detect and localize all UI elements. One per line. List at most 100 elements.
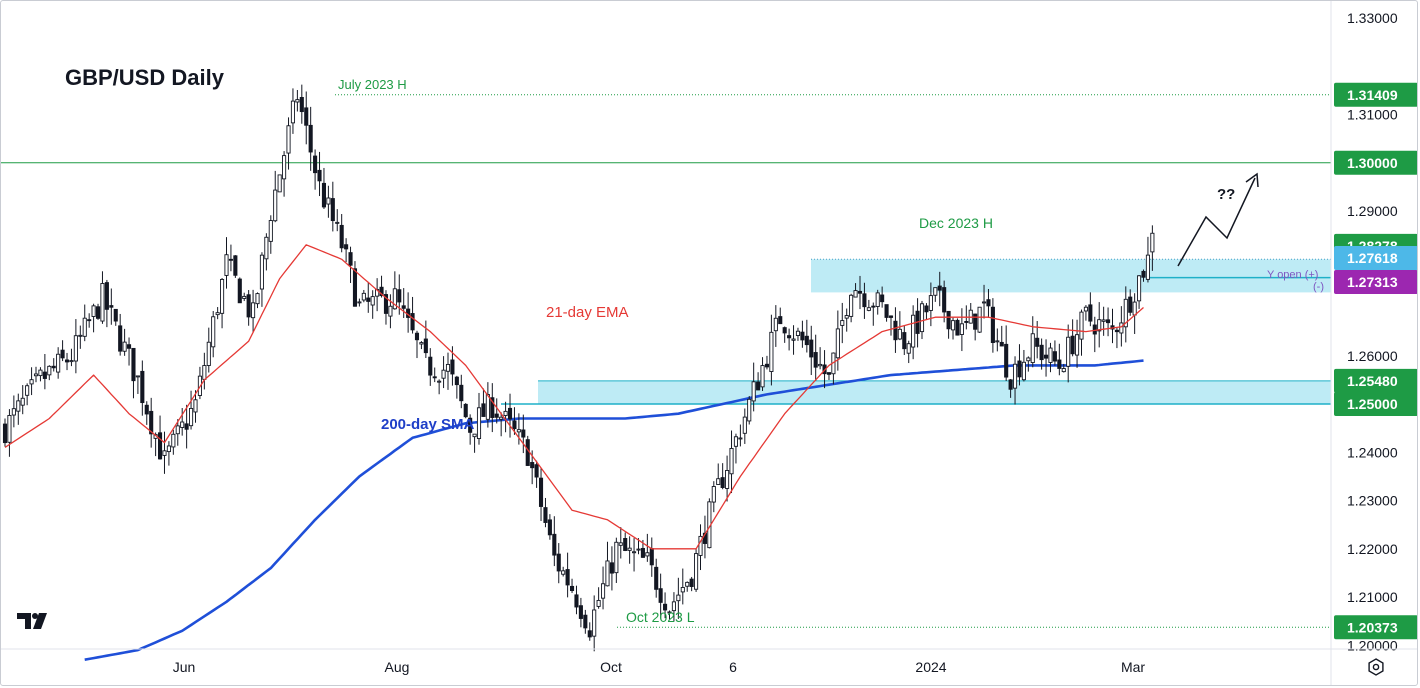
svg-text:1.25480: 1.25480: [1347, 373, 1398, 389]
horizontal-levels: [1, 94, 1331, 628]
candle: [476, 392, 482, 445]
candle: [538, 467, 544, 521]
candle: [689, 576, 694, 592]
candle: [587, 622, 592, 641]
candle: [778, 307, 783, 325]
candle: [663, 592, 668, 619]
projection-path: [1177, 177, 1256, 267]
time-tick-label: 6: [729, 659, 737, 675]
price-badge: 1.25480: [1334, 368, 1417, 393]
price-tick-label: 1.20000: [1347, 637, 1398, 653]
price-badge: 1.25000: [1334, 392, 1417, 416]
candle: [383, 290, 389, 325]
candle: [197, 366, 202, 400]
candle: [614, 537, 619, 583]
price-tick-label: 1.26000: [1347, 348, 1398, 364]
candle: [171, 429, 176, 455]
candle: [503, 401, 508, 433]
candle: [366, 282, 371, 313]
candle: [756, 372, 761, 391]
candle: [313, 149, 318, 190]
candle: [344, 238, 349, 263]
candle: [973, 313, 978, 341]
candle: [326, 185, 331, 218]
candle: [352, 261, 358, 307]
ema-21-line: [4, 244, 1144, 550]
candle: [760, 357, 765, 391]
candle: [246, 290, 251, 326]
label-sma-200: 200-day SMA: [381, 416, 475, 433]
time-tick-label: Oct: [600, 659, 622, 675]
candle: [1021, 349, 1026, 382]
candle: [29, 367, 34, 396]
candle: [144, 401, 149, 425]
candle: [224, 237, 229, 289]
candle: [835, 310, 840, 371]
candle: [574, 585, 579, 615]
candle: [286, 117, 291, 170]
candle: [764, 355, 770, 370]
candle: [990, 298, 995, 353]
candle: [911, 305, 916, 360]
candle: [357, 298, 362, 307]
candle: [388, 294, 393, 329]
candle: [884, 304, 889, 322]
settings-gear-icon[interactable]: [1368, 658, 1384, 676]
candle: [410, 296, 415, 334]
candle: [1079, 309, 1084, 356]
candle: [950, 317, 956, 340]
candle: [25, 383, 30, 406]
candle: [348, 246, 353, 283]
candle: [11, 395, 16, 428]
time-axis-ticks[interactable]: Jun Aug Oct 6 2024 Mar: [173, 659, 1146, 675]
candle: [592, 595, 597, 652]
candle: [769, 314, 774, 386]
candle: [516, 413, 521, 445]
candle: [419, 341, 424, 350]
annotation-oct-low: Oct 2023 L: [626, 609, 695, 625]
candle: [131, 347, 136, 399]
price-badge: 1.31409: [1334, 82, 1417, 107]
candle: [933, 287, 938, 302]
candle: [720, 463, 725, 490]
candle: [1043, 339, 1049, 377]
candle: [87, 313, 92, 328]
candle: [290, 88, 296, 134]
candles-layer: [2, 84, 1155, 652]
candle: [946, 310, 951, 339]
candle: [507, 393, 513, 438]
candle: [999, 325, 1004, 347]
candle: [184, 404, 189, 449]
candle: [7, 409, 12, 457]
candle: [38, 367, 43, 382]
candle: [919, 300, 925, 340]
candle: [166, 441, 171, 466]
candle: [716, 463, 721, 485]
candle: [596, 587, 601, 609]
candle: [747, 396, 752, 425]
candle: [866, 299, 871, 312]
candle: [242, 292, 247, 302]
candle: [392, 271, 397, 310]
candle: [175, 419, 180, 446]
annotation-dec-high: Dec 2023 H: [919, 215, 993, 231]
candle: [406, 292, 411, 333]
candle: [375, 278, 380, 312]
candle: [826, 372, 832, 381]
candle: [237, 277, 242, 304]
candle: [583, 609, 588, 634]
candle: [189, 390, 194, 430]
candle: [1048, 342, 1053, 373]
candle: [481, 388, 486, 417]
price-tick-label: 1.29000: [1347, 203, 1398, 219]
candle: [875, 289, 880, 315]
candle: [42, 354, 47, 390]
candle: [162, 431, 167, 474]
candle: [521, 414, 526, 454]
candle: [56, 347, 61, 379]
candle: [609, 546, 614, 591]
candle: [680, 568, 685, 605]
candle: [1110, 308, 1115, 344]
ema-21-layer: [4, 244, 1144, 550]
